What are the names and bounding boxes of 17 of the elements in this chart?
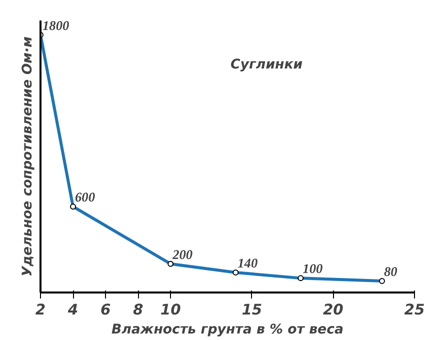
- x-tick-label: 2: [35, 302, 46, 318]
- x-axis-title: Влажность грунта в % от веса: [112, 322, 344, 338]
- x-tick-label: 20: [323, 302, 344, 318]
- x-tick-label: 4: [66, 302, 78, 318]
- data-label: 140: [238, 255, 258, 270]
- data-label: 1800: [42, 18, 70, 33]
- x-tick-label: 6: [100, 302, 111, 318]
- x-tick-label: 10: [160, 302, 181, 318]
- data-label: 100: [302, 261, 323, 276]
- data-label: 600: [75, 190, 96, 205]
- data-label: 200: [172, 246, 193, 262]
- x-tick-label: 15: [242, 302, 262, 318]
- x-tick-label: 8: [132, 302, 144, 318]
- y-axis-title: Удельное сопротивление Ом·м: [20, 36, 36, 276]
- annotation: Суглинки: [230, 58, 303, 72]
- x-tick-label: 25: [404, 302, 425, 318]
- data-label: 80: [384, 264, 398, 280]
